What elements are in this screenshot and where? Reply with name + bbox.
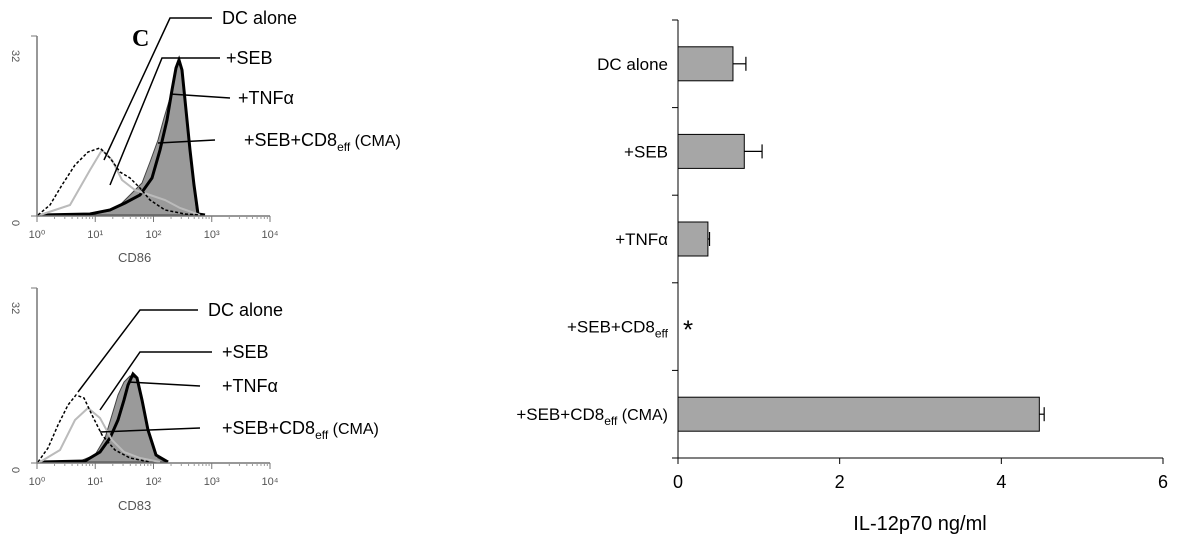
cd83-legend: DC alone +SEB +TNFα +SEB+CD8eff (CMA) xyxy=(208,300,379,442)
cd83-xticks: 10⁰ 10¹ 10² 10³ 10⁴ xyxy=(29,463,279,488)
x-tick-label: 10² xyxy=(146,229,162,241)
x-tick-label: 6 xyxy=(1158,472,1168,492)
il12-bar-chart: DC alone +SEB +TNFα +SEB+CD8eff +SEB+CD8eff … xyxy=(516,19,1168,535)
legend-entry: DC alone xyxy=(222,8,297,28)
cd86-histogram-seb xyxy=(39,148,201,216)
cd83-ytick-max: 32 xyxy=(9,302,21,314)
x-tick-label: 10³ xyxy=(204,229,220,241)
cd86-histogram-dc-alone xyxy=(37,147,201,216)
legend-entry: +SEB xyxy=(222,342,269,362)
legend-entry: +SEB+CD8eff (CMA) xyxy=(244,130,401,154)
x-tick-label: 10⁰ xyxy=(29,476,46,488)
bar xyxy=(677,46,734,82)
category-label: +SEB+CD8eff (CMA) xyxy=(516,405,668,428)
category-label: DC alone xyxy=(597,55,668,74)
x-tick-label: 2 xyxy=(835,472,845,492)
cd86-ytick-min: 0 xyxy=(9,220,21,226)
cd86-histogram-tnfa xyxy=(39,55,206,217)
x-tick-label: 10¹ xyxy=(87,229,103,241)
cd86-ytick-max: 32 xyxy=(9,50,21,62)
cd86-legend-leaders xyxy=(103,17,231,186)
cd83-legend-leaders xyxy=(77,309,212,433)
cd86-x-label: CD86 xyxy=(118,250,151,265)
bar xyxy=(677,133,745,169)
legend-entry: DC alone xyxy=(208,300,283,320)
x-tick-label: 10⁴ xyxy=(262,476,279,488)
bar xyxy=(677,396,1040,432)
category-label: +SEB xyxy=(624,142,668,161)
x-tick-label: 10¹ xyxy=(87,476,103,488)
bars: * xyxy=(677,46,1045,432)
x-tick-label: 10³ xyxy=(204,476,220,488)
bar xyxy=(677,221,709,257)
significance-marker: * xyxy=(683,315,693,345)
cd86-legend: DC alone +SEB +TNFα +SEB+CD8eff (CMA) xyxy=(222,8,401,154)
cd83-panel: 32 0 10⁰ 10¹ 10² 10³ 10⁴ CD83 DC alone +SEB +T… xyxy=(9,287,379,513)
bar-category-labels: DC alone +SEB +TNFα +SEB+CD8eff +SEB+CD8eff … xyxy=(516,19,678,459)
cd83-ytick-min: 0 xyxy=(9,467,21,473)
legend-entry: +TNFα xyxy=(222,376,278,396)
cd83-histogram-seb xyxy=(39,406,161,463)
x-tick-label: 10⁰ xyxy=(29,229,46,241)
cd83-histogram-dc-alone xyxy=(37,394,151,463)
legend-entry: +SEB xyxy=(226,48,273,68)
bar-x-label: IL-12p70 ng/ml xyxy=(853,513,986,535)
category-label: +TNFα xyxy=(615,230,668,249)
cd86-xticks: 10⁰ 10¹ 10² 10³ 10⁴ xyxy=(29,216,279,241)
legend-entry: +TNFα xyxy=(238,88,294,108)
x-tick-label: 4 xyxy=(996,472,1006,492)
category-label: +SEB+CD8eff xyxy=(567,318,669,341)
cd86-panel: C 32 0 10⁰ 10¹ 10² 10³ 10⁴ CD86 DC alone +SEB… xyxy=(9,8,401,265)
x-tick-label: 10⁴ xyxy=(262,229,279,241)
x-tick-label: 10² xyxy=(146,476,162,488)
panel-letter: C xyxy=(132,26,149,52)
cd83-x-label: CD83 xyxy=(118,498,151,513)
x-tick-label: 0 xyxy=(673,472,683,492)
legend-entry: +SEB+CD8eff (CMA) xyxy=(222,418,379,442)
bar-x-ticks: 0 2 4 6 xyxy=(673,458,1168,492)
